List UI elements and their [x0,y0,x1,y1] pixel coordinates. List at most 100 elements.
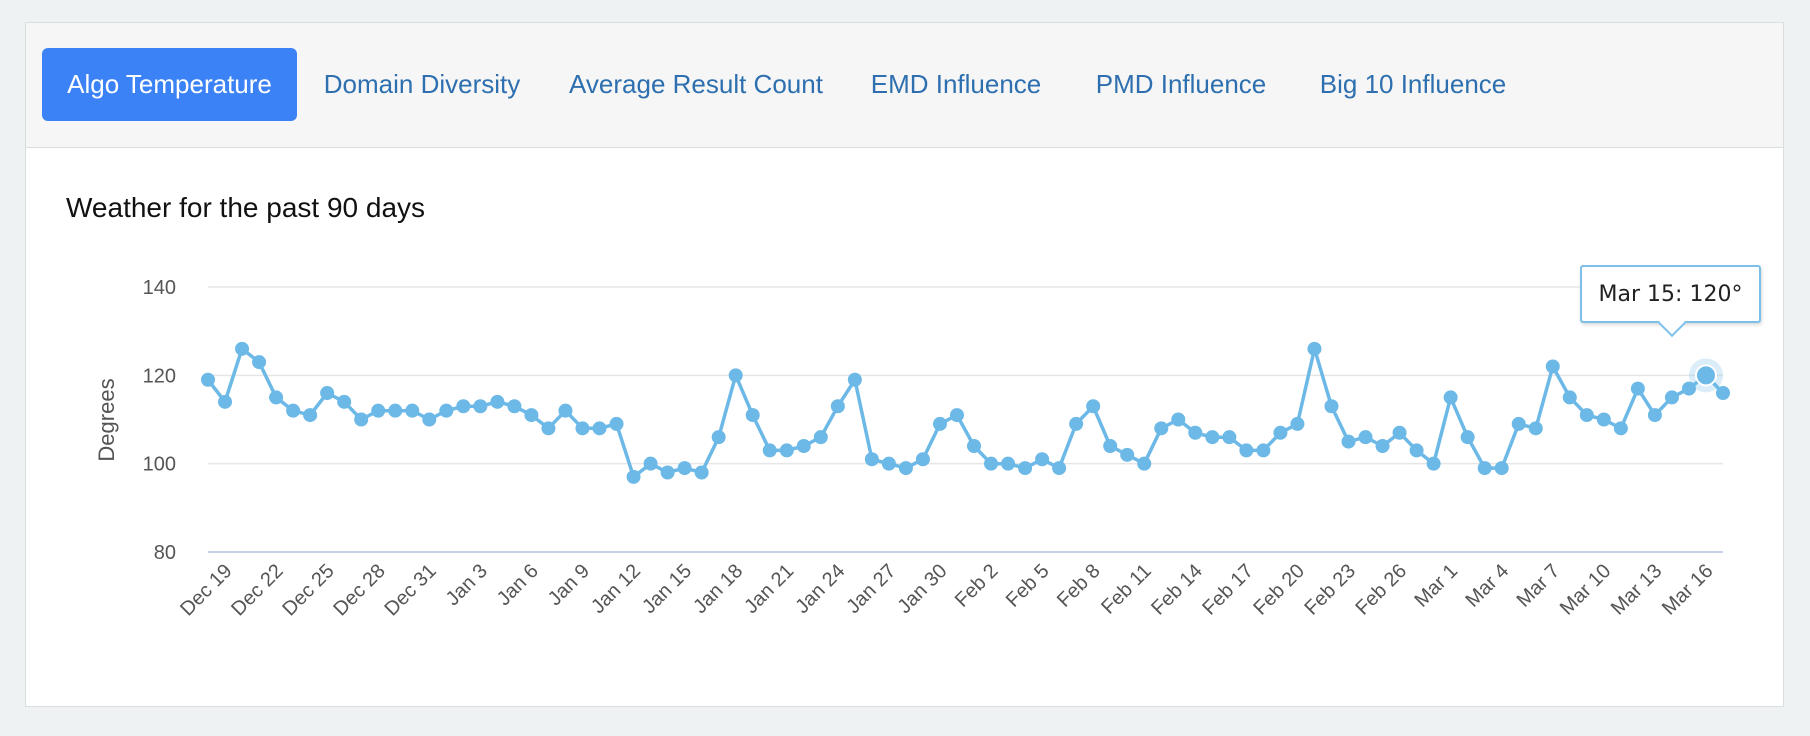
x-tick-label: Feb 20 [1249,560,1309,620]
data-point [1001,456,1016,471]
data-point [864,452,879,467]
data-point [745,408,760,423]
chart-gridlines [208,286,1723,553]
data-point [371,403,386,418]
data-point [1681,381,1696,396]
data-point [541,421,556,436]
x-tick-label: Jan 15 [638,560,696,618]
data-point [320,386,335,400]
data-point [388,403,403,418]
data-point [218,394,233,409]
data-point [269,390,284,405]
tab-average-result-count[interactable]: Average Result Count [569,69,823,99]
data-point [1716,386,1730,400]
data-point [643,456,658,471]
data-point [813,430,828,445]
data-point [915,452,930,467]
data-point [1188,425,1203,440]
x-tick-label: Dec 25 [278,560,338,620]
data-point [1205,430,1220,445]
data-point [1290,416,1305,431]
tab-pmd-influence[interactable]: PMD Influence [1095,69,1267,99]
data-point [1052,461,1067,476]
data-point [1409,443,1424,458]
data-point [558,403,573,418]
x-tick-label: Mar 16 [1658,560,1718,620]
data-point [405,403,420,418]
x-tick-label: Dec 19 [176,560,236,620]
data-point [337,394,352,409]
hover-tooltip: Mar 15: 120° [1580,265,1761,338]
data-point [201,372,215,387]
data-point [1562,390,1577,405]
data-point [1137,456,1152,471]
data-point [592,421,607,436]
tab-emd-influence[interactable]: EMD Influence [870,69,1042,99]
data-point [728,368,743,383]
data-point [711,430,726,445]
y-tick-label: 120 [143,365,176,387]
x-tick-label: Jan 24 [791,560,849,618]
data-point [1256,443,1271,458]
x-tick-label: Feb 11 [1097,560,1156,619]
data-point [1647,408,1662,423]
x-tick-label: Dec 31 [380,560,440,620]
data-point [677,461,692,476]
data-point [898,461,913,476]
data-point [252,355,267,370]
data-point [1596,412,1611,427]
data-point [286,403,301,418]
data-point [796,439,811,453]
x-tick-label: Feb 5 [1002,560,1054,612]
data-point [1477,461,1492,476]
y-axis-ticks: 80 100 120 140 [143,277,176,564]
data-point [881,456,896,471]
data-point [490,394,505,409]
data-point [303,408,318,423]
data-point [1103,439,1118,453]
highlighted-point [1694,364,1717,387]
chart-card: Algo Temperature Domain Diversity Averag… [25,22,1784,707]
x-tick-label: Mar 10 [1556,560,1616,620]
data-point [524,408,539,423]
x-tick-label: Feb 17 [1198,560,1258,620]
data-point [1086,399,1101,414]
y-tick-label: 140 [143,277,176,299]
data-point [1358,430,1373,445]
data-point [1392,425,1407,440]
data-point [1511,416,1526,431]
data-point [1494,461,1509,476]
data-point [984,456,999,471]
x-tick-label: Jan 3 [442,560,492,610]
data-point [1154,421,1169,436]
data-point [1460,430,1475,445]
data-point [439,403,454,418]
data-point [779,443,794,458]
data-point [575,421,590,436]
tooltip-text: Mar 15: 120° [1598,281,1743,307]
x-tick-label: Feb 23 [1300,560,1360,620]
data-point [762,443,777,458]
x-tick-label: Feb 2 [951,560,1003,612]
tab-big-10-influence[interactable]: Big 10 Influence [1319,69,1507,99]
data-point [456,399,471,414]
data-point [626,469,641,484]
tab-domain-diversity[interactable]: Domain Diversity [323,69,521,99]
data-point [354,412,369,427]
data-point [1222,430,1237,445]
data-point [1630,381,1645,396]
data-point [473,399,488,414]
tab-algo-temperature[interactable]: Algo Temperature [42,48,297,121]
data-point [847,372,862,387]
chart-title: Weather for the past 90 days [66,192,426,223]
x-tick-label: Jan 21 [740,560,798,618]
data-point [1069,416,1084,431]
x-tick-label: Dec 28 [329,560,389,620]
data-point [1018,461,1033,476]
data-point [967,439,982,453]
data-point [1579,408,1594,423]
data-point [1443,390,1458,405]
data-point [1273,425,1288,440]
